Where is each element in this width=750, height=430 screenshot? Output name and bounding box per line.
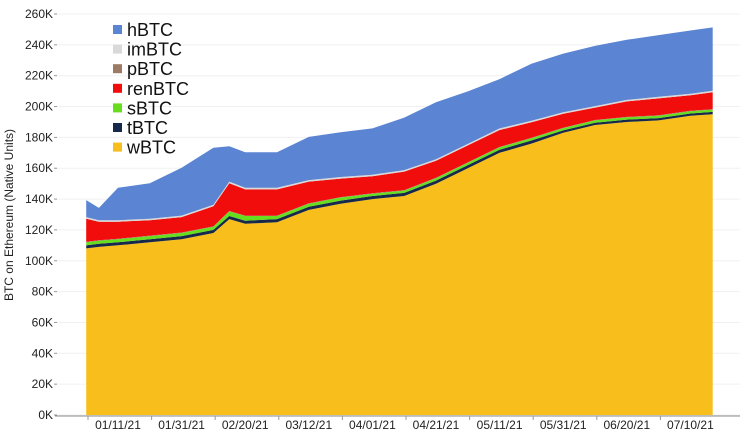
area-series xyxy=(86,27,713,416)
legend-swatch-tBTC xyxy=(113,123,122,132)
x-tick-label: 03/12/21 xyxy=(285,418,332,430)
x-tick-label: 01/11/21 xyxy=(95,418,141,430)
area-hBTC xyxy=(86,27,713,221)
x-tick-label: 04/21/21 xyxy=(413,418,460,430)
y-tick-label: 60K xyxy=(32,315,53,329)
x-tick-label: 05/31/21 xyxy=(540,418,587,430)
legend-label-imBTC: imBTC xyxy=(127,40,182,60)
y-tick-label: 260K xyxy=(25,7,53,21)
legend-swatch-sBTC xyxy=(113,103,122,113)
y-axis: 0K 20K 40K 60K 80K 100K 120K 140K 160K 180K 200K 22… xyxy=(25,7,57,422)
legend-swatch-wBTC xyxy=(113,142,122,152)
y-tick-label: 180K xyxy=(25,130,53,144)
y-tick-label: 220K xyxy=(25,69,53,83)
x-tick-label: 01/31/21 xyxy=(158,418,205,430)
x-tick-label: 02/20/21 xyxy=(222,418,269,430)
legend-label-tBTC: tBTC xyxy=(127,118,168,138)
y-tick-label: 40K xyxy=(32,346,53,360)
y-tick-label: 20K xyxy=(32,377,53,391)
area-wBTC xyxy=(86,114,713,416)
x-tick-label: 05/11/21 xyxy=(477,418,523,430)
x-tick-label: 06/20/21 xyxy=(603,418,650,430)
y-tick-label: 120K xyxy=(25,223,53,237)
legend-swatch-pBTC xyxy=(113,64,122,74)
legend-label-renBTC: renBTC xyxy=(127,79,189,99)
legend-swatch-imBTC xyxy=(113,44,122,54)
area-renBTC xyxy=(86,92,713,242)
y-tick-label: 200K xyxy=(25,100,53,114)
y-tick-label: 140K xyxy=(25,192,53,206)
y-tick-label: 100K xyxy=(25,254,53,268)
y-axis-label: BTC on Ethereum (Native Units) xyxy=(2,129,16,301)
legend-swatch-renBTC xyxy=(113,83,122,93)
y-tick-label: 80K xyxy=(32,285,53,299)
legend-label-pBTC: pBTC xyxy=(127,59,173,79)
y-tick-label: 0K xyxy=(38,408,53,422)
x-axis: 01/11/21 01/31/21 02/20/21 03/12/21 04/01/21… xyxy=(55,415,740,430)
y-tick-label: 160K xyxy=(25,161,53,175)
y-tick-label: 240K xyxy=(25,38,53,52)
legend-label-sBTC: sBTC xyxy=(127,98,172,118)
legend-label-wBTC: wBTC xyxy=(126,138,176,158)
legend-label-hBTC: hBTC xyxy=(127,20,173,40)
legend-swatch-hBTC xyxy=(113,25,122,34)
x-tick-label: 04/01/21 xyxy=(349,418,396,430)
x-tick-label: 07/10/21 xyxy=(667,418,714,430)
